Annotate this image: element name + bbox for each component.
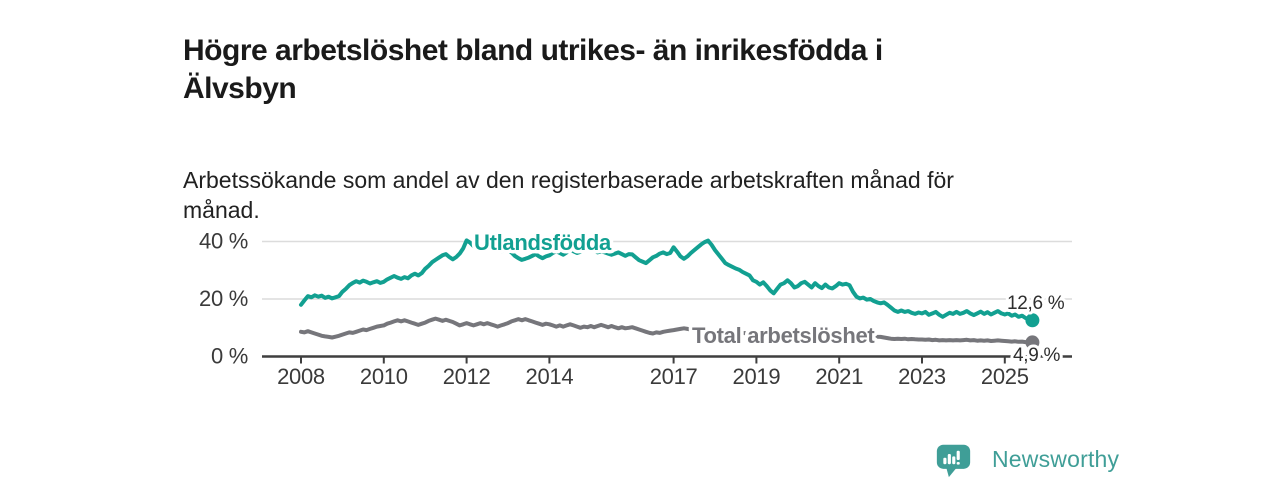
page-title: Högre arbetslöshet bland utrikes- än inr… <box>183 34 883 106</box>
x-axis-tick-label: 2021 <box>815 364 863 389</box>
x-axis-tick-label: 2010 <box>360 364 408 389</box>
series-end-dot <box>1025 335 1040 350</box>
x-axis-tick-label: 2019 <box>733 364 781 389</box>
y-axis-label: 40 % <box>199 229 248 254</box>
series-end-value-label: 4,9 % <box>1013 345 1060 366</box>
series-inline-label: Total arbetslöshet <box>692 323 875 348</box>
x-axis-tick-label: 2008 <box>277 364 325 389</box>
series-end-dot <box>1025 313 1040 328</box>
series-line-utlandsfodda <box>299 238 1035 323</box>
x-axis-tick-label: 2017 <box>650 364 698 389</box>
series-end-value-label: 12,6 % <box>1007 293 1065 314</box>
series-inline-label: Utlandsfödda <box>474 230 612 255</box>
newsworthy-bubble-chart-icon <box>936 444 971 478</box>
x-axis-tick-label: 2023 <box>898 364 946 389</box>
newsworthy-logo[interactable]: Newsworthy <box>935 442 1119 479</box>
x-axis-tick-label: 2014 <box>526 364 574 389</box>
x-axis-tick-label: 2012 <box>443 364 491 389</box>
series-line-total <box>299 316 1035 345</box>
x-axis-tick-label: 2025 <box>981 364 1029 389</box>
y-axis-label: 20 % <box>199 286 248 311</box>
page-subtitle: Arbetssökande som andel av den registerb… <box>183 167 954 223</box>
newsworthy-wordmark: Newsworthy <box>992 446 1120 472</box>
y-axis-label: 0 % <box>211 344 248 369</box>
